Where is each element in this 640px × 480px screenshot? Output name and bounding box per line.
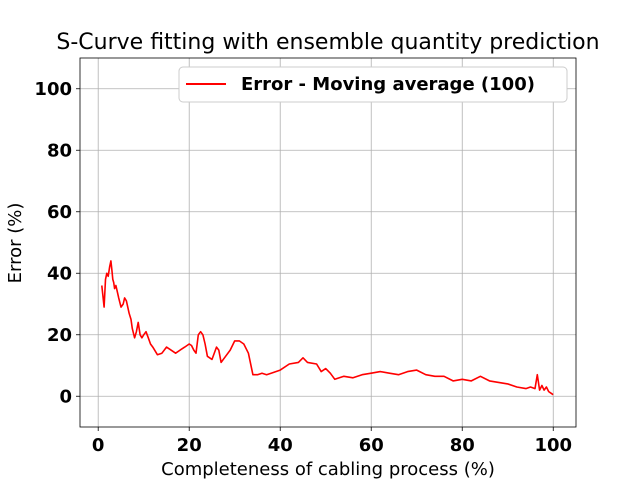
series-layer: [101, 260, 554, 396]
y-tick-label: 20: [47, 325, 72, 346]
x-tick-label: 80: [450, 435, 475, 456]
legend: Error - Moving average (100): [178, 66, 568, 103]
legend-box: [178, 66, 568, 103]
y-tick-label: 100: [34, 79, 72, 100]
y-tick-label: 80: [47, 140, 72, 161]
y-tick-label: 60: [47, 202, 72, 223]
plot-frame: [79, 57, 577, 428]
x-tick-label: 0: [92, 435, 105, 456]
x-axis: 0 20 40 60 80 100: [92, 427, 572, 456]
x-tick-label: 20: [177, 435, 202, 456]
y-axis-label: Error (%): [5, 203, 26, 284]
x-axis-label: Completeness of cabling process (%): [161, 459, 495, 480]
legend-label: Error - Moving average (100): [241, 74, 535, 95]
y-tick-label: 40: [47, 263, 72, 284]
x-tick-label: 60: [359, 435, 384, 456]
x-tick-label: 40: [268, 435, 293, 456]
chart-title: S-Curve fitting with ensemble quantity p…: [56, 30, 599, 55]
x-tick-label: 100: [534, 435, 572, 456]
grid: [80, 58, 576, 427]
series-line-error-moving-average: [101, 260, 554, 396]
y-tick-label: 0: [59, 386, 72, 407]
y-axis: 0 20 40 60 80 100: [34, 79, 80, 407]
